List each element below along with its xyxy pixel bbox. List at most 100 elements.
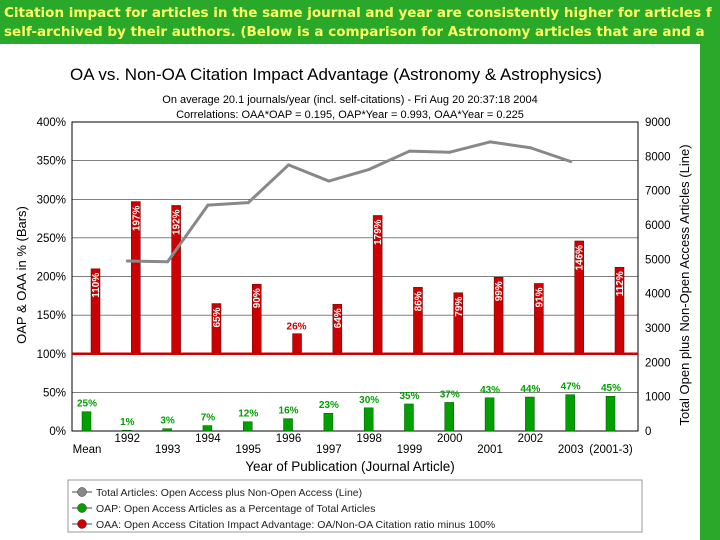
oap-bar — [444, 402, 455, 432]
oap-bar — [283, 418, 293, 432]
x-tick-label: 2000 — [437, 433, 463, 445]
oaa-data-label: 91% — [534, 287, 545, 307]
oap-data-label: 35% — [399, 391, 419, 402]
oap-bar — [565, 394, 575, 432]
total-articles-point — [407, 149, 411, 153]
total-articles-point — [166, 260, 170, 264]
total-articles-point — [488, 140, 492, 144]
oap-data-label: 25% — [77, 399, 97, 410]
total-articles-point — [528, 146, 532, 150]
oap-data-label: 7% — [201, 413, 216, 424]
oaa-data-label: 110% — [91, 273, 102, 298]
oaa-data-label: 197% — [131, 205, 142, 231]
x-tick-label: 2003 — [558, 444, 584, 456]
oap-data-label: 43% — [480, 385, 500, 396]
y-left-tick-label: 150% — [37, 310, 66, 322]
caption-line-1: Citation impact for articles in the same… — [4, 5, 712, 21]
total-articles-line — [127, 140, 572, 264]
legend-label: OAA: Open Access Citation Impact Advanta… — [96, 519, 495, 531]
total-articles-point — [327, 179, 331, 183]
y-right-tick-label: 1000 — [645, 392, 671, 404]
caption-line-2: self-archived by their authors. (Below i… — [4, 24, 705, 40]
oap-data-label: 16% — [279, 406, 299, 417]
legend-label: OAP: Open Access Articles as a Percentag… — [96, 503, 375, 515]
chart-svg: OA vs. Non-OA Citation Impact Advantage … — [14, 65, 692, 533]
oap-bar — [363, 407, 374, 432]
oap-bar — [81, 411, 92, 432]
y-right-tick-label: 3000 — [645, 323, 671, 335]
y-right-tick-label: 8000 — [645, 151, 671, 163]
oap-data-label: 30% — [359, 395, 379, 406]
oap-data-label: 37% — [440, 389, 460, 400]
oaa-data-label: 64% — [333, 308, 344, 328]
oaa-data-label: 99% — [494, 281, 505, 301]
x-tick-label: 1999 — [397, 444, 423, 456]
grid-lines — [71, 121, 639, 432]
oap-bar — [404, 403, 414, 432]
x-tick-label: (2001-3) — [589, 444, 633, 456]
oaa-data-label: 90% — [252, 288, 263, 308]
y-left-tick-label: 300% — [37, 194, 66, 206]
y-left-tick-label: 0% — [49, 426, 66, 438]
y-left-tick-label: 250% — [37, 233, 66, 245]
right-green-strip — [700, 44, 720, 540]
y-left-tick-label: 350% — [37, 156, 66, 168]
x-tick-label: 1994 — [195, 433, 221, 445]
data-marks: 110% 197% 192% 65% 90% 26% 64% 179% 86% 79% 99% 91%… — [72, 140, 638, 432]
y-right-tick-label: 4000 — [645, 289, 671, 301]
x-tick-label: 2002 — [518, 433, 544, 445]
x-tick-label: 1995 — [235, 444, 261, 456]
x-tick-label: 1993 — [155, 444, 181, 456]
x-axis-label: Year of Publication (Journal Article) — [245, 459, 455, 474]
oaa-data-label: 26% — [287, 322, 307, 333]
y-right-tick-label: 0 — [645, 426, 651, 438]
oap-bar — [122, 429, 132, 432]
x-tick-label: 2001 — [477, 444, 503, 456]
y-right-tick-label: 9000 — [645, 117, 671, 129]
chart-subtitle-2: Correlations: OAA*OAP = 0.195, OAP*Year … — [176, 109, 524, 121]
caption-banner: Citation impact for articles in the same… — [0, 0, 720, 44]
x-tick-label: 1996 — [276, 433, 302, 445]
y-axis-label-left: OAP & OAA in % (Bars) — [14, 206, 29, 344]
y-left-tick-label: 50% — [43, 387, 66, 399]
chart-panel: OA vs. Non-OA Citation Impact Advantage … — [0, 44, 700, 540]
chart-subtitle-1: On average 20.1 journals/year (incl. sel… — [162, 94, 537, 106]
oaa-data-label: 146% — [575, 245, 586, 271]
oaa-data-label: 79% — [454, 297, 465, 317]
x-tick-label: 1997 — [316, 444, 342, 456]
oaa-bar — [292, 333, 302, 355]
total-articles-point — [367, 167, 371, 171]
oaa-data-label: 65% — [212, 307, 223, 327]
total-articles-point — [287, 163, 291, 167]
total-articles-point — [125, 259, 129, 263]
legend-box — [67, 479, 643, 533]
oap-data-label: 47% — [561, 382, 581, 393]
axis-ticks: 0% 50% 100% 150% 200% 250% 300% 350% 400% 0 1000 20… — [37, 117, 671, 456]
oap-data-label: 44% — [520, 384, 540, 395]
y-left-tick-label: 400% — [37, 117, 66, 129]
y-axis-label-right: Total Open plus Non-Open Access Articles… — [677, 144, 692, 425]
oaa-data-label: 179% — [373, 219, 384, 245]
legend-marker — [77, 487, 87, 497]
x-tick-label: Mean — [73, 444, 102, 456]
oap-bar — [202, 425, 213, 432]
y-left-tick-label: 100% — [37, 349, 66, 361]
total-articles-point — [448, 150, 452, 154]
oap-bar — [162, 428, 172, 432]
oap-data-label: 1% — [120, 417, 135, 428]
oap-bar — [242, 421, 253, 432]
total-articles-point — [206, 203, 210, 207]
y-left-tick-label: 200% — [37, 272, 66, 284]
oap-bar — [323, 412, 334, 432]
y-right-tick-label: 2000 — [645, 357, 671, 369]
y-right-tick-label: 7000 — [645, 186, 671, 198]
oap-bar — [605, 395, 616, 432]
total-articles-point — [246, 201, 250, 205]
total-articles-point — [569, 159, 573, 163]
oap-data-label: 12% — [238, 409, 258, 420]
legend: Total Articles: Open Access plus Non-Ope… — [67, 479, 643, 533]
oap-data-label: 45% — [601, 383, 621, 394]
x-tick-label: 1992 — [115, 433, 141, 445]
oap-data-label: 23% — [319, 400, 339, 411]
oaa-data-label: 86% — [413, 291, 424, 311]
